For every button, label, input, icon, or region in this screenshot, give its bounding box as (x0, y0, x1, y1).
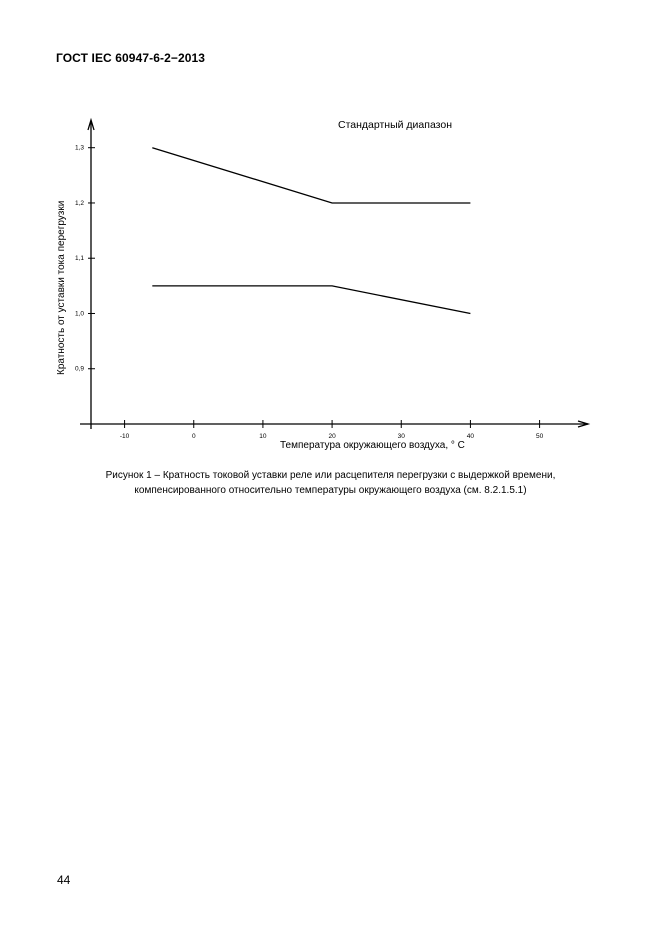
y-axis-arrow (87, 117, 95, 131)
y-tick-label: 0,9 (75, 366, 84, 373)
x-axis-arrow (577, 420, 591, 428)
chart-ticks: -10 0 10 20 30 40 50 0,9 1,0 1,1 1,2 1,3 (75, 145, 544, 440)
figure-caption: Рисунок 1 – Кратность токовой уставки ре… (40, 468, 621, 498)
y-axis-title: Кратность от уставки тока перегрузки (56, 201, 67, 375)
y-tick-label: 1,0 (75, 310, 84, 317)
document-header: ГОСТ IEC 60947-6-2−2013 (56, 51, 206, 65)
y-tick-label: 1,2 (75, 200, 84, 207)
page-number: 44 (57, 873, 71, 887)
caption-line-2: компенсированного относительно температу… (134, 485, 527, 496)
x-axis-title: Температура окружающего воздуха, ° С (280, 440, 465, 451)
y-tick-label: 1,1 (75, 255, 84, 262)
x-tick-label: 10 (259, 433, 267, 440)
x-tick-label: 40 (467, 433, 475, 440)
x-tick-label: 20 (328, 433, 336, 440)
caption-line-1: Рисунок 1 – Кратность токовой уставки ре… (105, 470, 556, 481)
series-line-1 (152, 147, 471, 204)
chart-series (152, 147, 471, 315)
x-tick-label: 50 (536, 433, 544, 440)
x-tick-label: 0 (192, 433, 196, 440)
x-tick-label: 30 (398, 433, 406, 440)
chart-axes (80, 117, 591, 429)
chart-annotation: Стандартный диапазон (338, 119, 452, 131)
y-tick-label: 1,3 (75, 145, 84, 152)
series-line-2 (152, 285, 471, 315)
x-tick-label: -10 (120, 433, 130, 440)
